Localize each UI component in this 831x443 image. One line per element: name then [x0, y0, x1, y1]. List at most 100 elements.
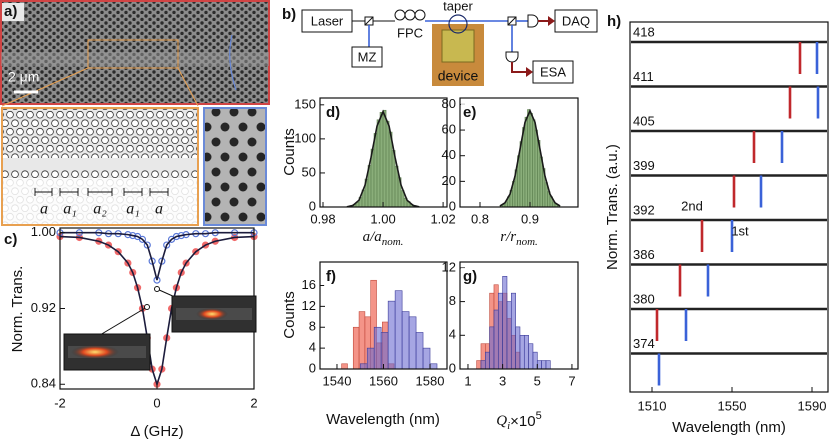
row-label: 380 [633, 291, 655, 306]
label-part: a/a [363, 229, 382, 245]
histogram-bar [522, 127, 526, 208]
histogram-bar [415, 332, 424, 370]
mode-annotation: 1st [731, 223, 749, 238]
fpc-loop [394, 9, 406, 21]
histogram-bar [524, 116, 528, 208]
x-tick-label: 1590 [798, 398, 827, 413]
label-part: nom. [382, 236, 404, 248]
x-tick-label: 0 [153, 395, 160, 410]
panel-b: b) Laser MZ FPC device taper DAQ ESA [282, 0, 598, 86]
zoom-line [1, 67, 199, 107]
label-part: nom. [516, 236, 538, 248]
histogram-bar [532, 119, 536, 208]
x-tick-label: 1550 [718, 398, 747, 413]
histogram-bar [519, 334, 525, 370]
region-outline [229, 34, 237, 91]
y-tick-label: 150 [294, 96, 316, 111]
detector [505, 51, 519, 63]
row-label: 374 [633, 336, 655, 351]
x-axis-label: Δ (GHz) [130, 423, 183, 440]
period-label: a₂ [93, 201, 107, 218]
row-label: 405 [633, 113, 655, 128]
dimension-marks [34, 188, 169, 196]
histogram-bar [493, 309, 499, 370]
label-bg [2, 231, 24, 249]
histogram-bar [527, 109, 531, 208]
setup-label: DAQ [562, 13, 590, 28]
setup-label: ESA [540, 64, 566, 79]
histogram-bar [541, 360, 547, 370]
scale-label: 2 μm [8, 69, 39, 85]
x-tick-label: 0.8 [471, 211, 489, 226]
mode-profile [71, 345, 119, 359]
histogram-bar [366, 347, 375, 370]
histogram-bar [489, 326, 495, 370]
histogram-bar [385, 120, 390, 208]
panel-label: f) [326, 268, 336, 285]
setup-label: MZ [358, 49, 377, 64]
row-label: 386 [633, 247, 655, 262]
y-tick-label: 0 [309, 198, 316, 213]
histogram-bar [529, 113, 533, 208]
fit-curve [346, 109, 420, 208]
splitter [364, 16, 374, 26]
histogram-bar [373, 326, 382, 370]
y-tick-label: 0.84 [31, 376, 56, 391]
detector [527, 14, 539, 28]
histogram-bar [515, 326, 521, 370]
fit-line [60, 231, 254, 281]
fpc-loop [414, 9, 426, 21]
label-bg [605, 13, 627, 31]
fit-curve [499, 108, 561, 207]
panel-label: d) [326, 104, 340, 121]
row-label: 411 [633, 69, 654, 84]
cable [511, 62, 528, 73]
x-axis-label: a/anom. [363, 229, 404, 247]
histogram-bar [376, 119, 381, 208]
mode-profile [196, 308, 228, 320]
x-tick-label: 2 [250, 395, 257, 410]
y-tick-label: 4 [449, 327, 456, 342]
daq-box [554, 9, 598, 33]
inset-anchor [144, 304, 150, 310]
period-label: a [40, 201, 48, 218]
histogram-bar [359, 363, 368, 370]
x-tick-label: 1580 [416, 373, 445, 388]
waveguide [1, 52, 269, 66]
x-tick-label: -2 [54, 395, 66, 410]
period-label: a₁ [126, 201, 140, 218]
x-tick-label: 1540 [323, 373, 352, 388]
label-part: r/r [500, 229, 516, 245]
period-label: a [155, 201, 163, 218]
x-tick-label: 5 [534, 373, 541, 388]
mode-annotation: 2nd [681, 198, 703, 213]
y-tick-label: 20 [442, 173, 456, 188]
histogram-bar [380, 332, 389, 370]
y-tick-label: 1.00 [31, 224, 56, 239]
splitter [507, 16, 517, 26]
y-axis-label: Counts [281, 128, 298, 176]
y-tick-label: 8 [309, 319, 316, 334]
plot-frame [629, 21, 829, 393]
histogram-bar [484, 351, 490, 370]
data-point [138, 235, 147, 243]
label-bg [461, 268, 483, 286]
y-axis-label: Norm. Trans. (a.u.) [604, 144, 621, 270]
row-label: 392 [633, 202, 655, 217]
label-bg [461, 104, 483, 122]
defect-line [3, 158, 197, 170]
row-label: 399 [633, 158, 655, 173]
histogram-bar [429, 363, 438, 370]
data-point [143, 241, 151, 249]
histogram-bar [387, 300, 396, 370]
y-tick-label: 0.92 [31, 300, 56, 315]
panel-label: c) [4, 231, 17, 248]
histogram-bar [480, 360, 486, 370]
x-tick-label: 1560 [369, 373, 398, 388]
setup-label: Laser [311, 13, 344, 28]
device-chip [441, 29, 475, 63]
x-axis-label: Wavelength (nm) [672, 419, 786, 436]
histogram-bar [422, 347, 431, 370]
histogram-bar [401, 311, 410, 370]
